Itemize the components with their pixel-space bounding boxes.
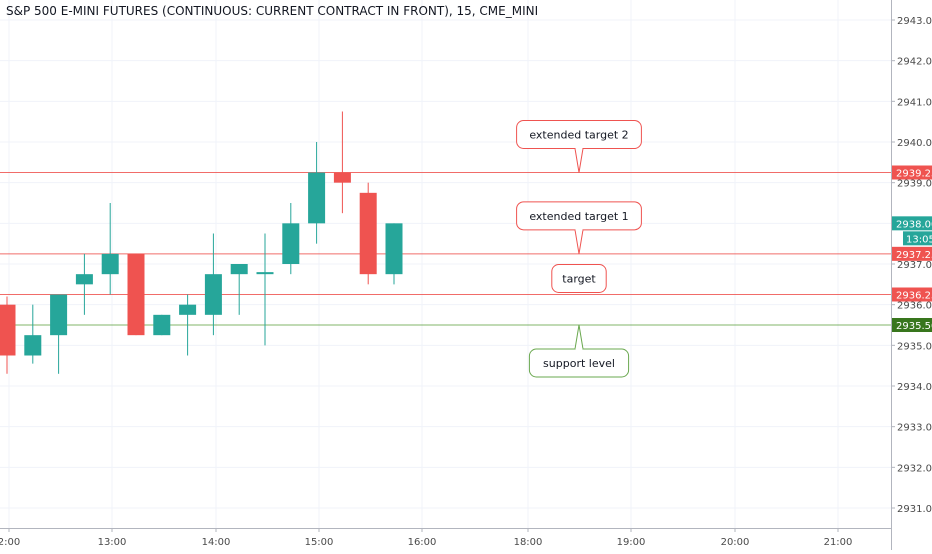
y-tick-label: 2933.00 xyxy=(897,423,932,434)
callout-text: extended target 2 xyxy=(529,129,628,142)
callout-text: extended target 1 xyxy=(529,210,628,223)
x-tick-label: 14:00 xyxy=(202,537,231,548)
y-tick-label: 2941.00 xyxy=(897,97,932,108)
level-price-badge-text: 2939.25 xyxy=(896,169,932,180)
level-price-badge-bg xyxy=(892,165,932,180)
candle-body xyxy=(153,314,171,336)
y-tick-label: 2936.00 xyxy=(897,301,932,312)
countdown-badge-bg xyxy=(903,231,932,246)
level-price-badge-text: 2935.50 xyxy=(896,321,932,332)
y-tick-label: 2942.00 xyxy=(897,57,932,68)
x-tick-label: 18:00 xyxy=(514,537,543,548)
candle-body xyxy=(308,172,326,224)
candle-body xyxy=(101,253,119,275)
candle-body xyxy=(179,304,197,315)
candle-body xyxy=(385,223,403,275)
x-tick-label: 13:00 xyxy=(98,537,127,548)
level-price-badge-bg xyxy=(892,287,932,302)
x-tick-label: 20:00 xyxy=(721,537,750,548)
level-price-badge-text: 2936.25 xyxy=(896,291,932,302)
candle-body xyxy=(75,274,93,285)
y-tick-label: 2932.00 xyxy=(897,463,932,474)
level-price-badge-bg xyxy=(892,318,932,332)
y-tick-label: 2943.00 xyxy=(897,16,932,27)
y-tick-label: 2937.00 xyxy=(897,260,932,271)
x-tick-label: 16:00 xyxy=(408,537,437,548)
callout-box xyxy=(551,264,607,293)
callout-text: target xyxy=(562,273,596,286)
countdown-badge-text: 13:05 xyxy=(906,234,932,245)
callout-pointer xyxy=(574,148,584,173)
chart-title: S&P 500 E-MINI FUTURES (CONTINUOUS: CURR… xyxy=(6,4,539,18)
x-tick-label: 15:00 xyxy=(305,537,334,548)
x-tick-label: 21:00 xyxy=(824,537,853,548)
last-price-badge-bg xyxy=(892,216,932,231)
callout-pointer xyxy=(574,229,584,254)
y-tick-label: 2935.00 xyxy=(897,341,932,352)
candle-body xyxy=(127,253,145,336)
candle-body xyxy=(230,264,248,275)
candle-body xyxy=(256,272,274,275)
x-tick-label: 19:00 xyxy=(617,537,646,548)
callout-pointer xyxy=(574,324,584,350)
candle-body xyxy=(204,274,222,315)
candle-body xyxy=(50,294,68,336)
x-tick-label: 2:00 xyxy=(0,537,20,548)
y-tick-label: 2931.00 xyxy=(897,504,932,515)
candle-body xyxy=(333,172,351,183)
candle-body xyxy=(282,223,300,264)
candle-body xyxy=(0,304,16,356)
candle-body xyxy=(359,192,377,275)
candle-body xyxy=(24,335,42,356)
last-price-badge-text: 2938.00 xyxy=(896,219,932,230)
y-tick-label: 2934.00 xyxy=(897,382,932,393)
y-tick-label: 2940.00 xyxy=(897,138,932,149)
level-price-badge-text: 2937.25 xyxy=(896,250,932,261)
level-price-badge-bg xyxy=(892,246,932,261)
callout-text: support level xyxy=(543,357,615,370)
y-tick-label: 2939.00 xyxy=(897,179,932,190)
